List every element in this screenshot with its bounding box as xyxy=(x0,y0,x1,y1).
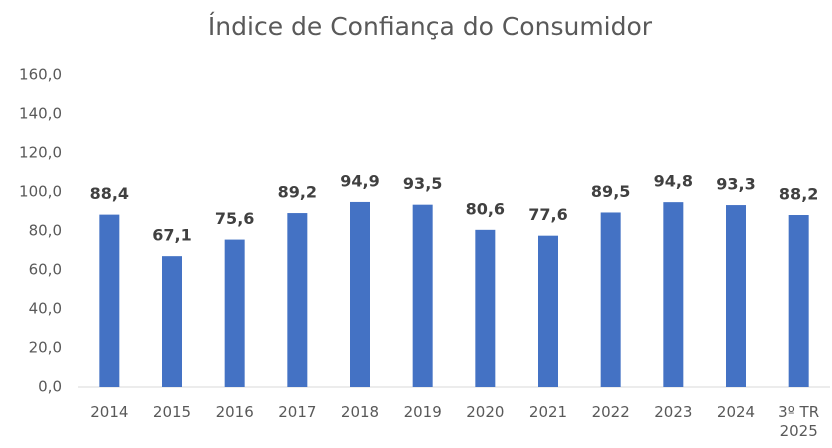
bar xyxy=(412,204,433,387)
data-label: 77,6 xyxy=(528,205,567,224)
bar xyxy=(99,214,120,387)
data-label: 89,5 xyxy=(591,182,630,201)
x-tick-label: 2015 xyxy=(152,403,192,421)
y-tick-label: 120,0 xyxy=(19,144,62,162)
bar xyxy=(663,202,684,387)
y-tick-label: 80,0 xyxy=(29,222,62,240)
data-label: 94,8 xyxy=(654,172,693,191)
x-tick-label: 3º TR 2025 xyxy=(778,403,820,440)
x-tick-label: 2019 xyxy=(403,403,442,421)
bar xyxy=(475,229,496,387)
x-tick-label: 2020 xyxy=(466,403,505,421)
x-tick-label: 2014 xyxy=(90,403,129,421)
x-tick-label: 2024 xyxy=(716,403,756,421)
data-label: 80,6 xyxy=(466,199,505,218)
data-label: 75,6 xyxy=(215,209,254,228)
x-tick-label: 2018 xyxy=(340,403,380,421)
bar xyxy=(162,256,182,387)
y-tick-label: 100,0 xyxy=(19,183,62,201)
data-label: 88,4 xyxy=(90,184,129,203)
y-tick-label: 40,0 xyxy=(29,300,62,318)
y-tick-label: 0,0 xyxy=(38,378,62,396)
y-tick-label: 60,0 xyxy=(29,261,62,279)
data-label: 93,5 xyxy=(403,174,442,193)
bar xyxy=(350,201,370,387)
x-tick-label: 2021 xyxy=(528,403,568,421)
y-tick-label: 160,0 xyxy=(19,66,62,84)
bar xyxy=(600,212,621,387)
data-label: 94,9 xyxy=(340,171,379,190)
data-label: 67,1 xyxy=(152,226,191,245)
data-label: 93,3 xyxy=(716,175,755,194)
y-tick-label: 20,0 xyxy=(29,339,62,357)
x-tick-label: 2017 xyxy=(278,403,317,421)
bar xyxy=(788,215,809,387)
y-tick-label: 140,0 xyxy=(19,105,62,123)
x-tick-label: 2022 xyxy=(591,403,630,421)
data-label: 88,2 xyxy=(779,185,818,204)
bar xyxy=(726,205,746,387)
x-tick-label: 2016 xyxy=(215,403,254,421)
data-label: 89,2 xyxy=(278,183,317,202)
bar xyxy=(224,239,245,387)
chart-title: Índice de Confiança do Consumidor xyxy=(208,12,653,41)
x-tick-label: 2023 xyxy=(654,403,693,421)
bar xyxy=(287,213,308,387)
bar xyxy=(538,235,558,387)
